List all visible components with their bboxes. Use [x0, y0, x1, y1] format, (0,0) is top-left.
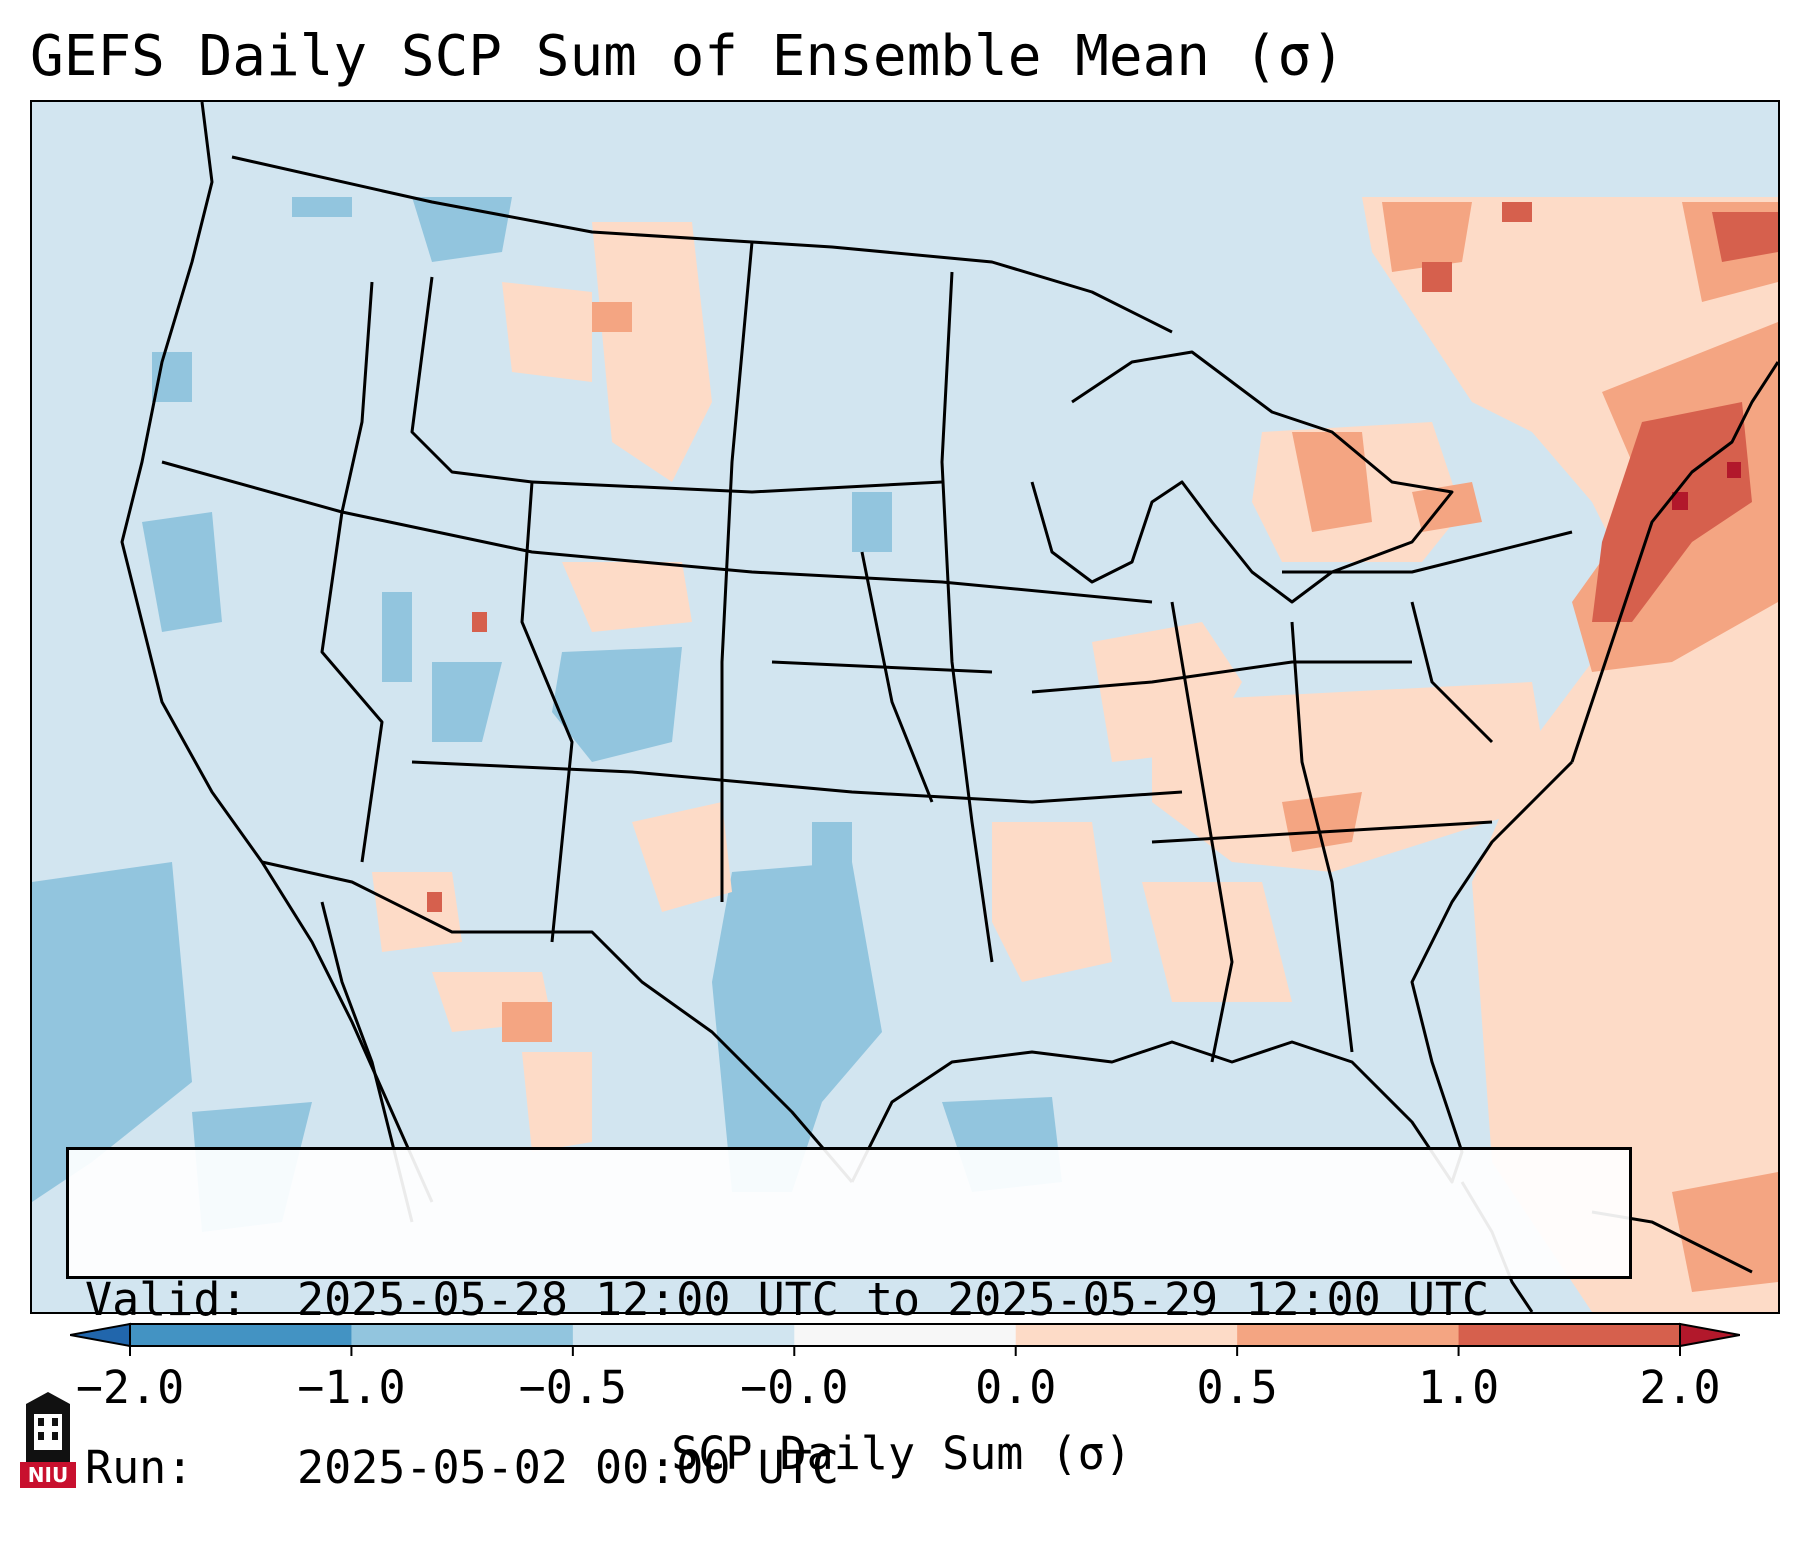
niu-logo-text: NIU — [20, 1462, 76, 1488]
coastlines-and-borders — [120, 102, 1778, 1312]
positive-anomaly-extreme — [1672, 462, 1741, 510]
colorbar-label: SCP Daily Sum (σ) — [671, 1427, 1132, 1480]
valid-run-info-box: Valid: 2025-05-28 12:00 UTC to 2025-05-2… — [66, 1147, 1632, 1494]
colorbar-bin — [794, 1324, 1017, 1346]
map-title: GEFS Daily SCP Sum of Ensemble Mean (σ) — [30, 24, 1345, 89]
colorbar-bin — [572, 1324, 795, 1346]
colorbar-tick-label: −1.0 — [297, 1361, 406, 1414]
colorbar-tick-label: 0.0 — [975, 1361, 1057, 1414]
colorbar-under-extension — [70, 1322, 131, 1348]
colorbar-tick-label: −0.0 — [740, 1361, 849, 1414]
valid-row: Valid: 2025-05-28 12:00 UTC to 2025-05-2… — [85, 1272, 1613, 1328]
colorbar-outline — [129, 1323, 1681, 1347]
anomaly-map — [32, 102, 1778, 1312]
map-panel — [30, 100, 1780, 1314]
colorbar-tick-label: −2.0 — [75, 1361, 185, 1414]
valid-key: Valid: — [85, 1273, 248, 1326]
niu-logo: NIU — [20, 1392, 76, 1488]
colorbar-bin — [1237, 1324, 1460, 1346]
colorbar-bin — [1015, 1324, 1238, 1346]
colorbar-tick-label: 0.5 — [1196, 1361, 1278, 1414]
colorbar — [70, 1322, 1740, 1356]
run-value: 2025-05-02 00:00 UTC — [297, 1441, 839, 1494]
run-row: Run: 2025-05-02 00:00 UTC — [85, 1440, 1613, 1496]
colorbar-bin — [351, 1324, 574, 1346]
colorbar-bin — [1458, 1324, 1681, 1346]
colorbar-over-extension — [1679, 1322, 1740, 1348]
colorbar-bin — [130, 1324, 352, 1346]
negative-anomaly-patches — [32, 197, 1062, 1232]
colorbar-tick-label: 2.0 — [1639, 1361, 1721, 1414]
run-key: Run: — [85, 1441, 194, 1494]
niu-tower-icon — [26, 1392, 70, 1464]
colorbar-tick-label: −0.5 — [518, 1361, 628, 1414]
colorbar-tick-label: 1.0 — [1417, 1361, 1500, 1414]
valid-value: 2025-05-28 12:00 UTC to 2025-05-29 12:00… — [297, 1273, 1490, 1326]
